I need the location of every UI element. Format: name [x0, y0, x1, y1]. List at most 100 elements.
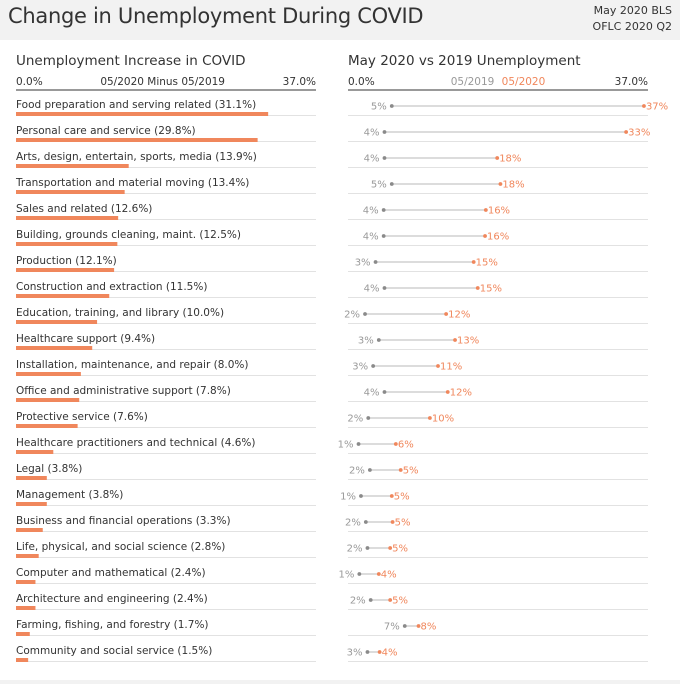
point-2019 [389, 182, 394, 186]
point-2019 [356, 442, 361, 446]
bar-row-label: Business and financial operations (3.3%) [16, 515, 231, 527]
right-chart-title: May 2020 vs 2019 Unemployment [348, 53, 581, 69]
label-2019: 2% [344, 310, 360, 321]
label-2019: 2% [345, 518, 361, 529]
header: Change in Unemployment During COVID May … [0, 0, 680, 40]
label-2019: 7% [384, 622, 400, 633]
point-2019 [365, 546, 370, 550]
point-2020 [388, 546, 393, 550]
bar-mark [16, 138, 258, 142]
label-2020: 15% [476, 258, 498, 269]
bar-row-label: Sales and related (12.6%) [16, 203, 152, 215]
point-2020 [398, 468, 403, 472]
point-2020 [445, 390, 450, 394]
bar-row-label: Office and administrative support (7.8%) [16, 385, 231, 397]
point-2020 [483, 208, 488, 212]
point-2019 [363, 312, 367, 316]
label-2019: 5% [371, 180, 387, 191]
bar-mark [16, 606, 36, 610]
point-2020 [427, 416, 432, 420]
legend-2020-label: 05/2020 [502, 76, 546, 88]
point-2020 [377, 650, 382, 654]
label-2020: 15% [480, 284, 502, 295]
point-2019 [368, 598, 373, 602]
bar-mark [16, 216, 119, 220]
label-2020: 18% [499, 154, 521, 165]
bar-mark [16, 476, 47, 480]
point-2019 [382, 130, 387, 134]
label-2020: 11% [440, 362, 462, 373]
bar-row-label: Legal (3.8%) [16, 463, 82, 475]
left-axis-max-label: 37.0% [283, 76, 316, 88]
bar-row-label: Production (12.1%) [16, 255, 117, 267]
charts-svg: Unemployment Increase in COVID 0.0% 05/2… [15, 53, 668, 662]
point-2019 [382, 286, 387, 290]
point-2020 [624, 130, 629, 134]
label-2019: 2% [350, 596, 366, 607]
point-2019 [382, 390, 387, 394]
label-2019: 3% [358, 336, 374, 347]
label-2020: 5% [395, 518, 411, 529]
bar-row-label: Healthcare practitioners and technical (… [16, 437, 256, 449]
point-2020 [416, 624, 421, 628]
right-axis-max-label: 37.0% [615, 76, 648, 88]
point-2020 [388, 598, 393, 602]
label-2020: 12% [448, 310, 470, 321]
bar-mark [16, 164, 129, 168]
bar-mark [16, 320, 98, 324]
bar-row-label: Building, grounds cleaning, maint. (12.5… [16, 229, 241, 241]
label-2019: 4% [364, 284, 380, 295]
point-2020 [453, 338, 457, 342]
label-2019: 1% [340, 492, 356, 503]
bar-mark [16, 294, 110, 298]
page-title: Change in Unemployment During COVID [8, 4, 424, 28]
bar-mark [16, 580, 36, 584]
bar-row-label: Personal care and service (29.8%) [16, 125, 196, 137]
bar-row-label: Food preparation and serving related (31… [16, 99, 256, 111]
bar-row-label: Computer and mathematical (2.4%) [16, 567, 206, 579]
bar-mark [16, 268, 115, 272]
right-legend: 05/2019 05/2020 [451, 76, 546, 88]
point-2020 [483, 234, 487, 238]
bar-mark [16, 658, 29, 662]
point-2020 [390, 520, 395, 524]
bar-row-label: Architecture and engineering (2.4%) [16, 593, 208, 605]
label-2020: 8% [421, 622, 437, 633]
point-2019 [367, 468, 372, 472]
label-2020: 5% [392, 596, 408, 607]
bar-mark [16, 346, 93, 350]
label-2020: 5% [392, 544, 408, 555]
bar-mark [16, 424, 78, 428]
label-2020: 4% [382, 648, 398, 659]
bar-row-label: Construction and extraction (11.5%) [16, 281, 207, 293]
point-2020 [389, 494, 394, 498]
bar-row-label: Healthcare support (9.4%) [16, 333, 155, 345]
label-2019: 1% [338, 570, 354, 581]
label-2020: 37% [646, 102, 668, 113]
bar-row-label: Transportation and material moving (13.4… [15, 177, 249, 189]
label-2019: 2% [347, 414, 363, 425]
label-2019: 4% [363, 232, 379, 243]
label-2020: 4% [381, 570, 397, 581]
point-2020 [393, 442, 398, 446]
bar-mark [16, 398, 80, 402]
label-2019: 4% [364, 128, 380, 139]
label-2019: 4% [364, 154, 380, 165]
bar-row-label: Farming, fishing, and forestry (1.7%) [16, 619, 209, 631]
point-2019 [357, 572, 362, 576]
point-2019 [376, 338, 381, 342]
bar-row-label: Installation, maintenance, and repair (8… [16, 359, 248, 371]
point-2019 [366, 416, 371, 420]
label-2019: 3% [347, 648, 363, 659]
legend-2019-label: 05/2019 [451, 76, 495, 88]
label-2020: 18% [502, 180, 524, 191]
bar-mark [16, 528, 43, 532]
point-2020 [471, 260, 476, 264]
left-chart-title: Unemployment Increase in COVID [16, 53, 246, 69]
point-2019 [359, 494, 363, 498]
label-2020: 5% [403, 466, 419, 477]
point-2019 [389, 104, 394, 108]
label-2019: 2% [349, 466, 365, 477]
label-2019: 5% [371, 102, 387, 113]
source-line-1: May 2020 BLS [593, 4, 672, 17]
